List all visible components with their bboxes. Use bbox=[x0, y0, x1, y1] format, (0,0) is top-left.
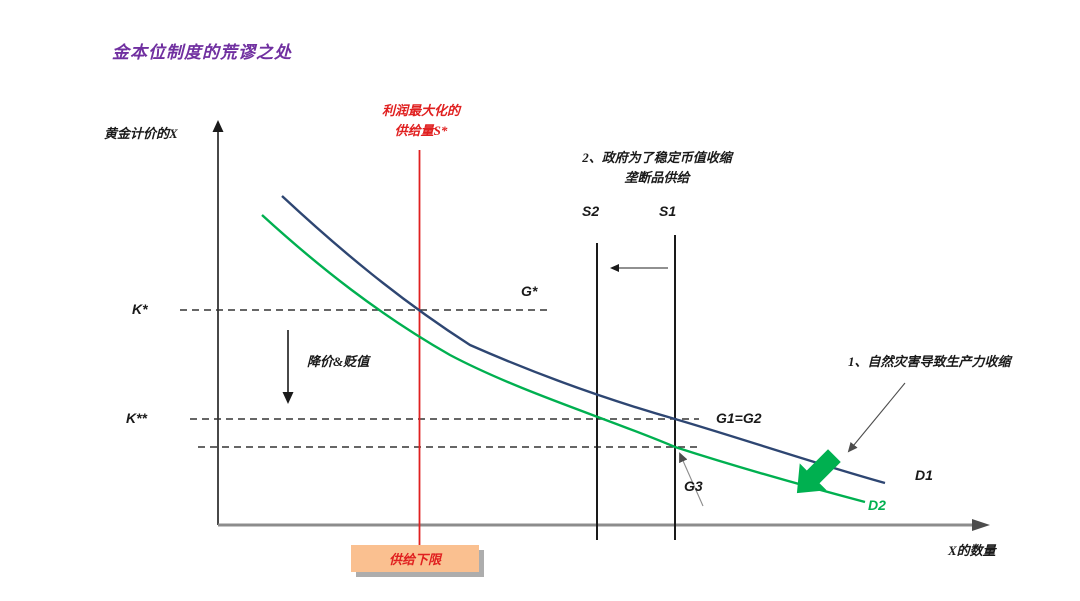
profit-max-supply-label: 利润最大化的 供给量S* bbox=[382, 101, 460, 141]
k-star-label: K* bbox=[132, 301, 148, 317]
government-note-line1: 2、政府为了稳定币值收缩 bbox=[582, 150, 732, 165]
note1-pointer-arrow bbox=[847, 382, 906, 453]
d1-label: D1 bbox=[915, 467, 933, 483]
supply-floor-box: 供给下限 bbox=[351, 545, 479, 572]
y-axis-label: 黄金计价的X bbox=[104, 126, 178, 141]
g1-g2-label: G1=G2 bbox=[716, 410, 762, 426]
demand-shift-block-arrow bbox=[796, 449, 841, 494]
k-double-star-label: K** bbox=[126, 410, 148, 426]
s1-label: S1 bbox=[659, 203, 677, 219]
s2-label: S2 bbox=[582, 203, 600, 219]
devaluation-label: 降价&贬值 bbox=[307, 354, 370, 369]
g-star-label: G* bbox=[521, 283, 538, 299]
natural-disaster-note: 1、自然灾害导致生产力收缩 bbox=[848, 354, 1011, 369]
demand-curve-d1 bbox=[281, 195, 886, 485]
profit-max-supply-label-line1: 利润最大化的 bbox=[381, 103, 461, 118]
government-note-line2: 垄断品供给 bbox=[624, 170, 690, 186]
x-axis-label: X的数量 bbox=[948, 543, 996, 558]
supply-floor-label: 供给下限 bbox=[388, 552, 441, 567]
g3-label: G3 bbox=[684, 478, 703, 494]
page-title: 金本位制度的荒谬之处 bbox=[112, 43, 292, 62]
g3-pointer-arrow bbox=[679, 452, 704, 507]
x-axis-arrowhead bbox=[972, 519, 990, 531]
demand-curve-d2 bbox=[261, 214, 866, 504]
d2-label: D2 bbox=[868, 497, 886, 513]
government-note: 2、政府为了稳定币值收缩 垄断品供给 bbox=[582, 148, 732, 188]
profit-max-supply-label-line2: 供给量S* bbox=[394, 123, 448, 139]
